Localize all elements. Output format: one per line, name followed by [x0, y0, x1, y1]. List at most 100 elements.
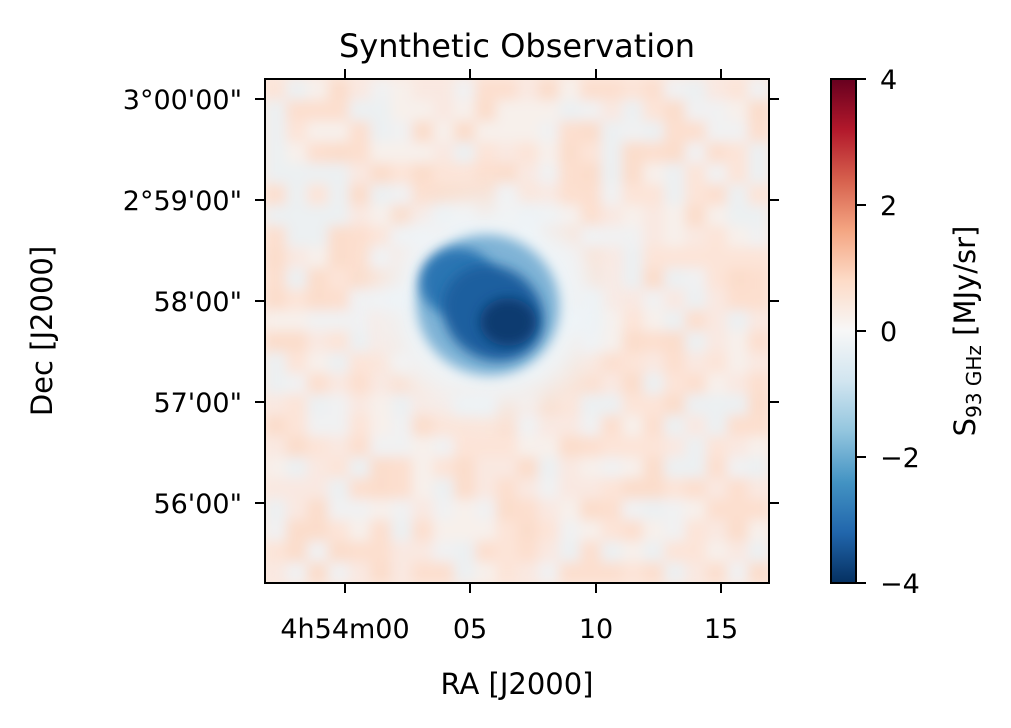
noise-cell [286, 226, 307, 247]
y-tick-label: 57'00" [153, 388, 242, 419]
noise-cell [496, 163, 517, 184]
noise-cell [370, 247, 391, 268]
noise-cell [307, 499, 328, 520]
noise-cell [328, 79, 349, 100]
noise-cell [433, 457, 454, 478]
y-tick-label: 58'00" [153, 287, 242, 318]
noise-cell [307, 415, 328, 436]
noise-cell [475, 415, 496, 436]
noise-cell [307, 352, 328, 373]
noise-cell [370, 100, 391, 121]
noise-cell [622, 457, 643, 478]
noise-cell [307, 247, 328, 268]
noise-cell [370, 205, 391, 226]
chart-title: Synthetic Observation [339, 27, 695, 65]
noise-cell [475, 541, 496, 562]
noise-cell [685, 121, 706, 142]
noise-cell [370, 415, 391, 436]
noise-cell [328, 331, 349, 352]
noise-cell [601, 478, 622, 499]
noise-cell [265, 142, 286, 163]
noise-cell [643, 331, 664, 352]
noise-cell [349, 310, 370, 331]
noise-cell [496, 79, 517, 100]
noise-cell [748, 163, 769, 184]
noise-cell [748, 142, 769, 163]
noise-cell [412, 142, 433, 163]
noise-cell [601, 373, 622, 394]
noise-cell [391, 184, 412, 205]
noise-cell [748, 100, 769, 121]
x-tick-label: 4h54m00 [280, 614, 409, 645]
noise-cell [286, 541, 307, 562]
noise-cell [727, 331, 748, 352]
noise-cell [706, 142, 727, 163]
noise-cell [286, 268, 307, 289]
colorbar-tick-label: 4 [880, 65, 897, 96]
noise-cell [307, 478, 328, 499]
noise-cell [328, 499, 349, 520]
noise-cell [307, 457, 328, 478]
noise-cell [538, 163, 559, 184]
noise-cell [286, 205, 307, 226]
noise-cell [433, 100, 454, 121]
noise-cell [580, 394, 601, 415]
noise-cell [349, 100, 370, 121]
noise-cell [475, 121, 496, 142]
noise-cell [391, 163, 412, 184]
noise-cell [643, 457, 664, 478]
noise-cell [370, 520, 391, 541]
noise-cell [286, 478, 307, 499]
noise-cell [286, 499, 307, 520]
noise-cell [412, 541, 433, 562]
noise-cell [328, 184, 349, 205]
x-tick-label: 05 [453, 614, 487, 645]
noise-cell [664, 541, 685, 562]
noise-cell [643, 373, 664, 394]
noise-cell [538, 541, 559, 562]
noise-cell [706, 100, 727, 121]
noise-cell [286, 331, 307, 352]
noise-cell [538, 562, 559, 583]
noise-cell [496, 520, 517, 541]
noise-cell [433, 163, 454, 184]
noise-cell [685, 541, 706, 562]
noise-cell [622, 79, 643, 100]
noise-cell [454, 142, 475, 163]
noise-cell [412, 394, 433, 415]
noise-cell [643, 100, 664, 121]
y-tick-label: 3°00'00" [123, 85, 242, 116]
noise-cell [454, 499, 475, 520]
noise-cell [328, 163, 349, 184]
noise-cell [475, 100, 496, 121]
noise-cell [727, 142, 748, 163]
noise-cell [622, 310, 643, 331]
noise-cell [370, 373, 391, 394]
noise-cell [727, 289, 748, 310]
noise-cell [664, 310, 685, 331]
noise-cell [538, 394, 559, 415]
noise-cell [391, 457, 412, 478]
noise-cell [727, 184, 748, 205]
noise-cell [685, 562, 706, 583]
noise-cell [265, 205, 286, 226]
noise-cell [685, 331, 706, 352]
noise-cell [748, 394, 769, 415]
noise-cell [748, 352, 769, 373]
noise-cell [643, 541, 664, 562]
noise-cell [601, 394, 622, 415]
noise-cell [580, 478, 601, 499]
noise-cell [475, 478, 496, 499]
noise-cell [643, 268, 664, 289]
noise-cell [349, 247, 370, 268]
noise-cell [622, 478, 643, 499]
noise-cell [580, 205, 601, 226]
noise-cell [748, 121, 769, 142]
noise-cell [391, 520, 412, 541]
noise-cell [328, 562, 349, 583]
noise-cell [454, 163, 475, 184]
noise-cell [601, 184, 622, 205]
noise-cell [496, 499, 517, 520]
noise-cell [559, 205, 580, 226]
noise-cell [559, 436, 580, 457]
